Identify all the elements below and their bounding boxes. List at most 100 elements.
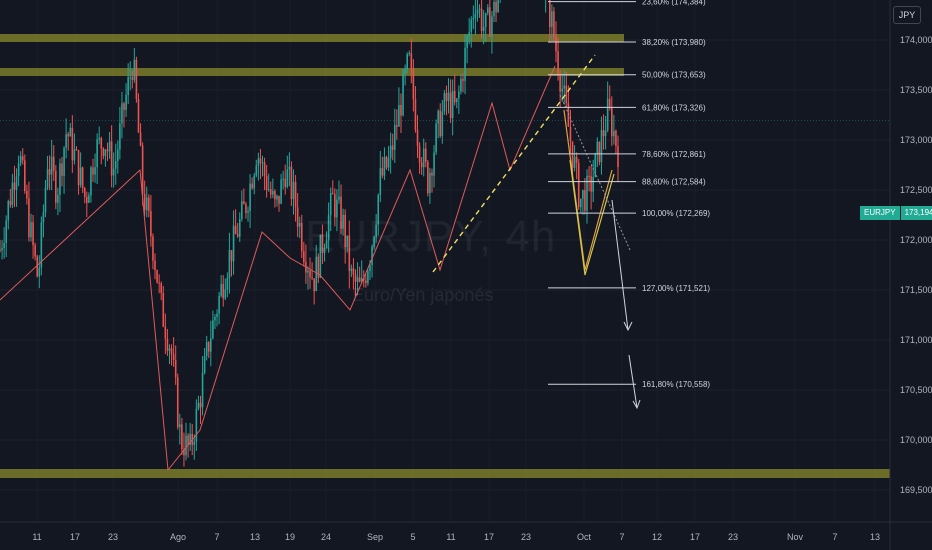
candle xyxy=(164,313,167,355)
candle xyxy=(210,320,212,367)
candle xyxy=(422,138,425,177)
candle xyxy=(7,199,10,230)
date-tick-label: 23 xyxy=(108,532,118,542)
support-resistance-zones xyxy=(0,34,890,478)
candlestick-series xyxy=(0,0,619,467)
candle xyxy=(174,345,177,385)
candle xyxy=(464,34,466,95)
projection-dotted xyxy=(559,94,631,251)
fib-level-label: 78,60% (172,861) xyxy=(642,150,706,159)
candle xyxy=(582,189,584,215)
candle xyxy=(127,63,129,105)
candle xyxy=(470,16,473,48)
date-tick-label: 17 xyxy=(484,532,494,542)
candle xyxy=(152,233,154,270)
candle xyxy=(195,399,198,451)
candle xyxy=(476,0,479,22)
candle xyxy=(46,155,49,191)
price-tick-label: 170,500 xyxy=(900,385,932,395)
price-axis[interactable]: 175,500175,000174,500174,000173,500173,0… xyxy=(889,0,932,550)
candle xyxy=(117,140,119,174)
candle xyxy=(356,262,359,296)
candle xyxy=(429,167,431,204)
fib-level-label: 23,60% (174,384) xyxy=(642,0,706,7)
candle xyxy=(220,275,222,298)
candle xyxy=(162,285,165,328)
candle xyxy=(373,235,375,250)
candle xyxy=(569,109,572,154)
time-axis[interactable]: 11 17 23 Ago 7 13 19 24 Sep 5 11 17 23 Oct 7 12 17 23 Nov 7… xyxy=(0,521,932,542)
candle xyxy=(61,156,63,187)
candle xyxy=(112,152,115,188)
candle xyxy=(67,131,70,151)
candle xyxy=(251,177,253,190)
candle xyxy=(300,214,303,259)
price-tick-label: 169,500 xyxy=(900,485,932,495)
candle xyxy=(334,188,336,227)
price-tick-label: 172,000 xyxy=(900,235,932,245)
candle xyxy=(315,244,318,292)
date-tick-label: Ago xyxy=(170,532,186,542)
currency-button[interactable]: JPY xyxy=(893,6,921,24)
chart-drawings xyxy=(0,54,641,472)
candle xyxy=(272,178,274,199)
candle xyxy=(57,187,59,216)
candle xyxy=(102,147,105,160)
candle xyxy=(189,422,191,451)
candle xyxy=(309,257,311,289)
price-tick-label: 171,000 xyxy=(900,335,932,345)
date-tick-label: 17 xyxy=(690,532,700,542)
candle xyxy=(472,5,475,30)
candle xyxy=(131,70,134,89)
date-tick-label: Oct xyxy=(577,532,592,542)
candle xyxy=(106,142,109,161)
candle xyxy=(348,220,351,289)
candle xyxy=(19,151,22,167)
candle xyxy=(276,194,278,207)
candle xyxy=(125,83,127,117)
candle xyxy=(406,52,408,74)
candle xyxy=(455,98,458,109)
candle xyxy=(468,18,470,45)
candle xyxy=(435,119,437,156)
candle xyxy=(96,133,98,184)
candle xyxy=(73,133,76,165)
candle xyxy=(249,174,251,229)
fib-level-label: 161,80% (170,558) xyxy=(642,380,710,389)
candle xyxy=(1,240,3,260)
candle xyxy=(137,93,140,133)
correction-zigzag-yellow xyxy=(569,159,615,276)
candle xyxy=(55,165,57,210)
candle xyxy=(340,184,342,235)
projection-arrow-2 xyxy=(628,354,638,409)
candle xyxy=(590,165,592,210)
candle xyxy=(156,269,158,284)
date-tick-label: 13 xyxy=(250,532,260,542)
candle xyxy=(615,129,617,154)
candle xyxy=(5,215,8,258)
candle xyxy=(451,79,454,136)
fib-level-label: 88,60% (172,584) xyxy=(642,178,706,187)
candle xyxy=(404,64,406,86)
date-tick-label: 24 xyxy=(321,532,331,542)
price-zone xyxy=(0,68,624,76)
price-tick-label: 170,000 xyxy=(900,435,932,445)
candle xyxy=(598,141,601,166)
candle xyxy=(247,206,249,222)
price-tick-label: 173,500 xyxy=(900,85,932,95)
candle xyxy=(391,133,394,161)
date-tick-label: 23 xyxy=(521,532,531,542)
candle xyxy=(551,4,553,42)
candle xyxy=(214,314,216,330)
candle xyxy=(267,173,270,192)
candle xyxy=(352,258,355,290)
candle xyxy=(280,173,282,205)
candle xyxy=(269,181,272,199)
candle xyxy=(584,178,586,215)
date-tick-label: 7 xyxy=(214,532,219,542)
candle xyxy=(311,262,313,281)
candle xyxy=(604,115,607,150)
candle xyxy=(396,109,398,140)
candle xyxy=(52,145,55,181)
